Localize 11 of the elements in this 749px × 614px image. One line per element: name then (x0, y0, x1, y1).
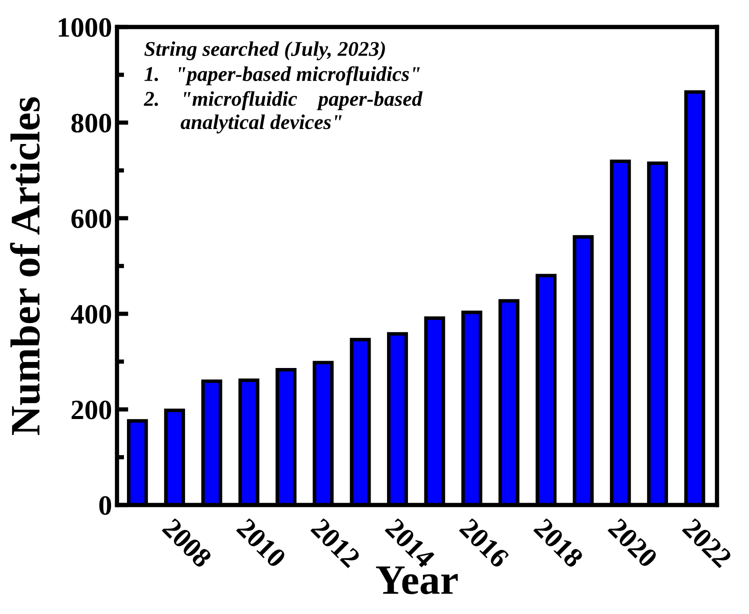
y-tick-label: 400 (70, 304, 112, 324)
y-tick-label: 600 (71, 209, 112, 228)
annotation: 2. "microfluidic paper-based analytical devices" (144, 91, 423, 134)
annotation: 1. "paper-based microfluidics" (144, 66, 420, 86)
y-tick-label: 0 (99, 496, 112, 515)
y-tick-label: 1000 (58, 18, 112, 37)
y-axis-title: Number of Articles (10, 97, 40, 435)
y-tick-label: 800 (71, 114, 112, 133)
x-axis-title: Year (376, 566, 458, 594)
annotation: String searched (July, 2023) (144, 41, 385, 60)
y-tick-label: 200 (72, 400, 112, 420)
